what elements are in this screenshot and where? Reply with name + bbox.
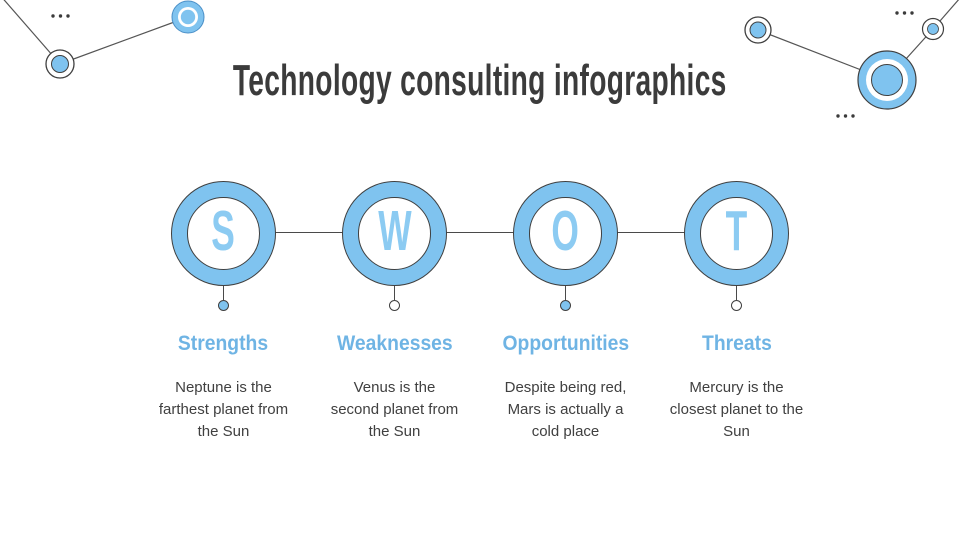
swot-circle-inner: T: [700, 197, 773, 270]
swot-circle-inner: S: [187, 197, 260, 270]
ellipsis-dots-icon: [51, 14, 70, 18]
network-nodes-icon: [3, 0, 205, 79]
swot-item-opportunities: O Opportunities Despite being red, Mars …: [480, 181, 651, 443]
swot-letter: W: [377, 199, 412, 263]
node-dot: [731, 300, 742, 311]
node-ring-icon: [857, 50, 917, 110]
item-description: Despite being red, Mars is actually a co…: [504, 379, 627, 440]
item-label: Threats: [701, 332, 772, 355]
swot-circle-inner: W: [358, 197, 431, 270]
swot-letter: O: [551, 199, 580, 263]
swot-item-strengths: S Strengths Neptune is the farthest plan…: [138, 181, 309, 443]
item-description: Mercury is the closest planet to the Sun: [669, 379, 804, 440]
stem-line: [393, 286, 396, 300]
node-dot: [560, 300, 571, 311]
item-label: Opportunities: [502, 332, 629, 355]
stem-line: [564, 286, 567, 300]
item-label: Strengths: [178, 332, 269, 355]
swot-circle: S: [171, 181, 276, 286]
swot-circle: O: [513, 181, 618, 286]
connector-line: [224, 232, 738, 234]
node-ring-icon: [45, 49, 75, 79]
node-ring-icon: [921, 17, 945, 41]
item-description: Neptune is the farthest planet from the …: [158, 379, 289, 440]
swot-item-weaknesses: W Weaknesses Venus is the second planet …: [309, 181, 480, 443]
page-title: Technology consulting infographics: [233, 56, 727, 105]
swot-circle: W: [342, 181, 447, 286]
swot-item-threats: T Threats Mercury is the closest planet …: [651, 181, 822, 443]
stem-line: [735, 286, 738, 300]
node-ring-icon: [171, 0, 205, 34]
swot-circle-inner: O: [529, 197, 602, 270]
node-ring-icon: [744, 16, 772, 44]
item-description: Venus is the second planet from the Sun: [330, 379, 459, 440]
swot-diagram: S Strengths Neptune is the farthest plan…: [138, 181, 822, 443]
swot-letter: T: [725, 199, 748, 263]
ellipsis-dots-icon: [895, 11, 914, 15]
title-bar: Technology consulting infographics: [0, 56, 960, 106]
network-nodes-icon: [744, 0, 960, 118]
swot-circle: T: [684, 181, 789, 286]
item-label: Weaknesses: [336, 332, 453, 355]
node-dot: [389, 300, 400, 311]
ellipsis-dots-icon: [836, 114, 855, 118]
node-dot: [218, 300, 229, 311]
swot-letter: S: [211, 199, 236, 263]
stem-line: [222, 286, 225, 300]
